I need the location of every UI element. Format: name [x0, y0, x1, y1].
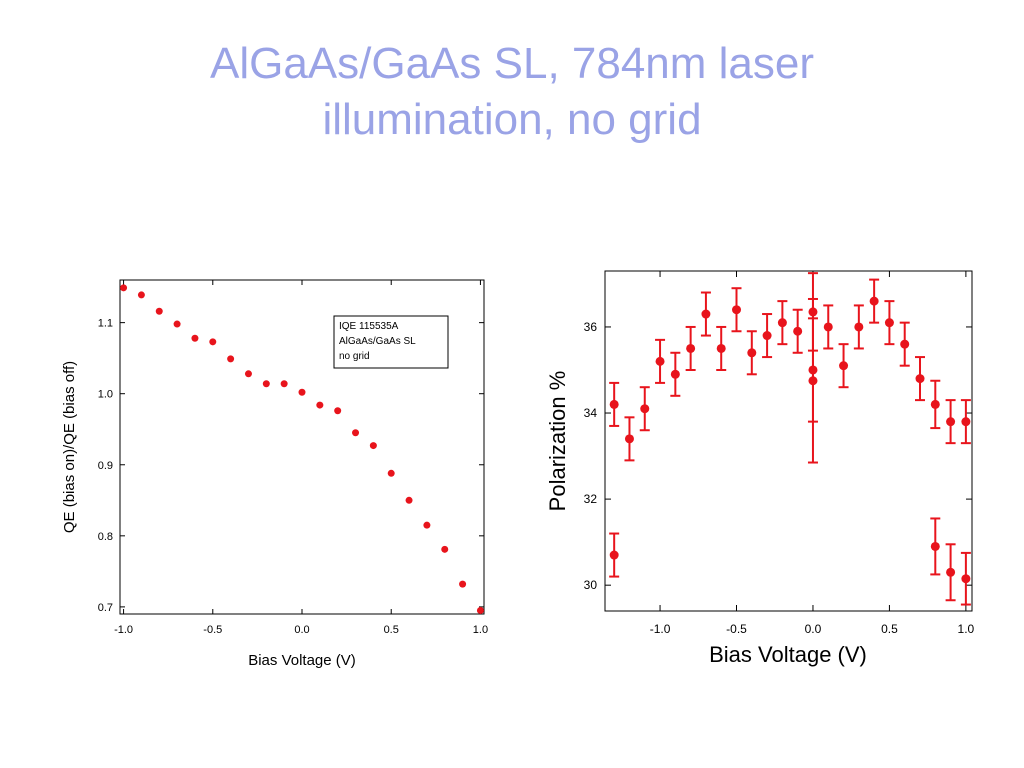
- qe-data-point: [262, 380, 270, 388]
- pol-x-tick-label: 1.0: [958, 622, 975, 636]
- qe-data-point: [298, 388, 306, 396]
- pol-y-tick-label: 32: [584, 492, 598, 506]
- qe-data-point: [209, 338, 217, 346]
- qe-data-point: [441, 545, 449, 553]
- pol-y-tick-label: 30: [584, 578, 598, 592]
- pol-data-point: [670, 369, 680, 379]
- qe-data-point: [459, 580, 467, 588]
- pol-y-axis-label: Polarization %: [545, 371, 570, 512]
- pol-data-point: [624, 434, 634, 444]
- pol-x-tick-label: -1.0: [650, 622, 671, 636]
- pol-data-points: [609, 272, 971, 606]
- qe-x-tick-label: 1.0: [473, 624, 488, 636]
- qe-ratio-chart: -1.0 -0.5 0.0 0.5 1.0 0.7 0.8 0.9 1.0 1.1 Bias V…: [61, 279, 488, 669]
- qe-data-point: [137, 291, 145, 299]
- pol-data-point: [930, 541, 940, 551]
- qe-x-tick-label: -1.0: [114, 624, 133, 636]
- qe-data-point: [173, 320, 181, 328]
- qe-data-point: [155, 307, 163, 315]
- pol-data-point: [946, 567, 956, 577]
- qe-data-point: [227, 355, 235, 363]
- pol-data-point: [900, 339, 910, 349]
- pol-data-point: [930, 399, 940, 409]
- qe-x-tick-label: 0.5: [384, 624, 399, 636]
- qe-data-point: [316, 401, 324, 409]
- pol-data-point: [793, 326, 803, 336]
- qe-legend-box: IQE 115535A AlGaAs/GaAs SL no grid: [333, 315, 449, 369]
- pol-data-point: [640, 404, 650, 414]
- pol-x-tick-label: -0.5: [726, 622, 747, 636]
- pol-data-point: [884, 318, 894, 328]
- qe-legend-line-1: IQE 115535A: [339, 321, 399, 332]
- qe-data-point: [369, 442, 377, 450]
- qe-x-axis-label: Bias Voltage (V): [248, 652, 356, 669]
- pol-data-point: [701, 309, 711, 319]
- pol-x-axis: -1.0 -0.5 0.0 0.5 1.0: [650, 271, 975, 636]
- pol-data-point: [808, 376, 818, 386]
- pol-data-point: [609, 550, 619, 560]
- qe-legend-line-2: AlGaAs/GaAs SL: [339, 336, 416, 347]
- slide-title-line-2: illumination, no grid: [322, 95, 702, 144]
- pol-data-point: [655, 356, 665, 366]
- qe-data-point: [191, 334, 199, 342]
- qe-x-tick-label: -0.5: [203, 624, 222, 636]
- pol-x-tick-label: 0.0: [805, 622, 822, 636]
- pol-data-point: [961, 417, 971, 427]
- qe-y-tick-label: 0.7: [98, 602, 113, 614]
- pol-data-point: [839, 361, 849, 371]
- pol-y-axis: 30 32 34 36: [584, 320, 972, 592]
- pol-data-point: [747, 348, 757, 358]
- pol-data-point: [854, 322, 864, 332]
- pol-data-point: [869, 296, 879, 306]
- qe-data-point: [334, 407, 342, 415]
- qe-data-point: [120, 284, 128, 292]
- qe-data-point: [280, 380, 288, 388]
- pol-data-point: [961, 574, 971, 584]
- pol-data-point: [686, 343, 696, 353]
- qe-legend-frame: [333, 315, 449, 369]
- pol-data-point: [762, 331, 772, 341]
- pol-y-tick-label: 36: [584, 320, 598, 334]
- qe-data-points: [120, 284, 484, 614]
- qe-data-point: [352, 429, 360, 437]
- pol-x-tick-label: 0.5: [881, 622, 898, 636]
- slide-title-line-1: AlGaAs/GaAs SL, 784nm laser: [209, 39, 815, 88]
- polarization-chart: -1.0 -0.5 0.0 0.5 1.0 30 32 34 36 Bias Voltage …: [545, 270, 975, 667]
- qe-y-tick-label: 1.0: [98, 389, 113, 401]
- qe-data-point: [387, 469, 395, 477]
- qe-y-tick-label: 0.8: [98, 531, 113, 543]
- pol-data-point: [946, 417, 956, 427]
- pol-data-point: [716, 343, 726, 353]
- pol-data-point: [823, 322, 833, 332]
- qe-y-axis-label: QE (bias on)/QE (bias off): [61, 361, 78, 533]
- qe-data-point: [423, 521, 431, 529]
- pol-y-tick-label: 34: [584, 406, 598, 420]
- pol-x-axis-label: Bias Voltage (V): [709, 642, 867, 667]
- qe-data-point: [476, 606, 484, 614]
- qe-y-tick-label: 0.9: [98, 460, 113, 472]
- pol-data-point: [609, 399, 619, 409]
- qe-data-point: [244, 370, 252, 378]
- pol-data-point: [732, 305, 742, 315]
- pol-chart-frame: [604, 270, 973, 612]
- pol-data-point: [777, 318, 787, 328]
- slide-title: AlGaAs/GaAs SL, 784nm laser illumination…: [0, 36, 1024, 148]
- qe-x-tick-label: 0.0: [294, 624, 309, 636]
- qe-legend-line-3: no grid: [339, 351, 370, 362]
- pol-data-point: [915, 374, 925, 384]
- qe-y-axis: 0.7 0.8 0.9 1.0 1.1: [98, 318, 484, 614]
- qe-data-point: [405, 496, 413, 504]
- qe-y-tick-label: 1.1: [98, 318, 113, 330]
